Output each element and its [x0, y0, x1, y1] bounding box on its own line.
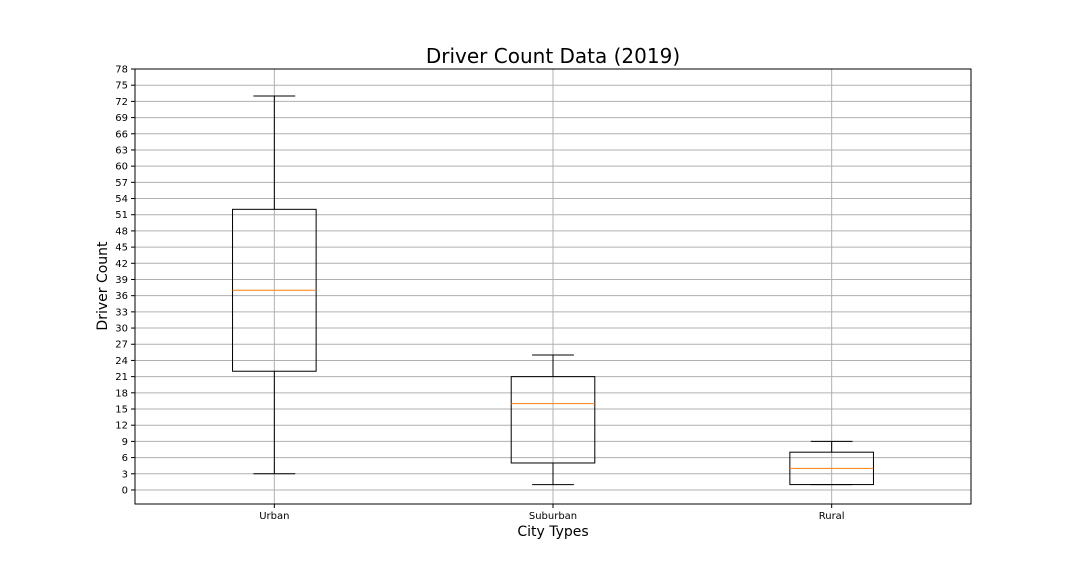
y-tick-label: 42	[115, 259, 128, 270]
y-tick-label: 69	[115, 113, 128, 124]
y-tick-label: 30	[115, 324, 128, 335]
y-tick-label: 45	[115, 243, 128, 254]
y-tick-label: 39	[115, 275, 128, 286]
y-tick-label: 18	[115, 388, 128, 399]
y-tick-label: 3	[122, 469, 128, 480]
box-plots	[232, 95, 874, 486]
y-tick-label: 0	[122, 485, 128, 496]
y-tick-label: 75	[115, 81, 128, 92]
chart-title: Driver Count Data (2019)	[426, 44, 680, 68]
y-tick-label: 36	[115, 291, 128, 302]
y-tick-label: 33	[115, 307, 128, 318]
y-tick-label: 12	[115, 421, 128, 432]
y-tick-label: 27	[115, 340, 128, 351]
y-tick-label: 78	[115, 65, 128, 76]
y-tick-label: 15	[115, 405, 128, 416]
grid	[135, 68, 971, 504]
box-suburban	[510, 354, 596, 486]
y-tick-label: 6	[122, 453, 128, 464]
y-tick-label: 60	[115, 162, 128, 173]
y-tick-label: 48	[115, 226, 128, 237]
y-axis-ticks: 0369121518212427303336394245485154576063…	[115, 65, 135, 496]
y-tick-label: 66	[115, 129, 128, 140]
x-tick-label: Urban	[259, 511, 289, 522]
iqr-box	[510, 376, 596, 464]
y-tick-label: 9	[122, 437, 128, 448]
x-tick-label: Suburban	[529, 511, 577, 522]
box-rural	[789, 440, 874, 486]
y-tick-label: 57	[115, 178, 128, 189]
x-axis-label: City Types	[517, 524, 588, 540]
y-tick-label: 54	[115, 194, 128, 205]
y-axis-label: Driver Count	[95, 241, 111, 331]
y-tick-label: 63	[115, 145, 128, 156]
x-axis-ticks: Urban Suburban Rural	[259, 504, 845, 522]
x-tick-label: Rural	[819, 511, 845, 522]
y-tick-label: 51	[115, 210, 128, 221]
y-tick-label: 24	[115, 356, 128, 367]
box-urban	[232, 95, 317, 475]
y-tick-label: 72	[115, 97, 128, 108]
y-tick-label: 21	[115, 372, 128, 383]
